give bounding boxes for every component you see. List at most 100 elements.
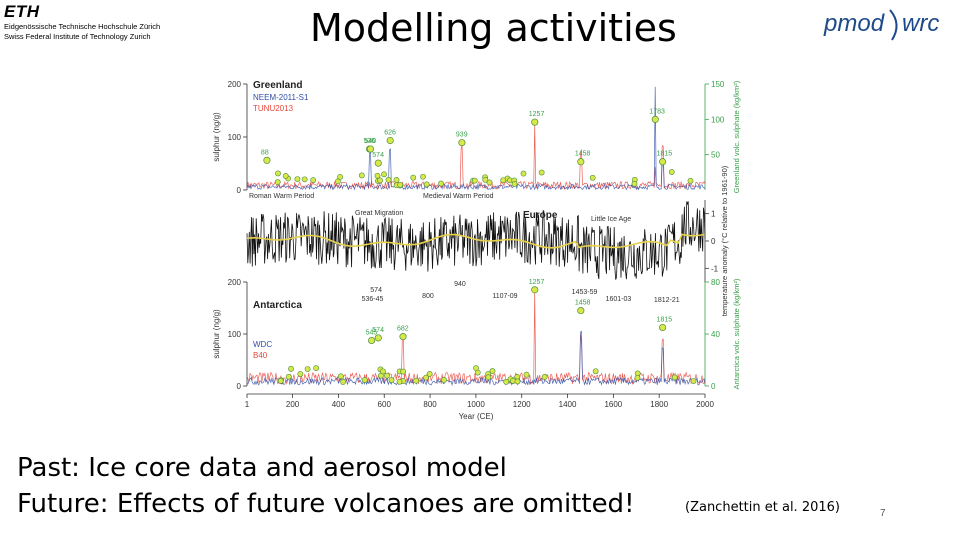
- bot-annotation: 545: [366, 330, 378, 337]
- bot-minor-marker: [285, 373, 292, 380]
- top-event-marker: [386, 136, 394, 145]
- top-minor-marker: [374, 172, 381, 179]
- bot-ytick-label: 200: [228, 278, 242, 287]
- top-annotation: 1458: [575, 151, 591, 158]
- eth-logo: ETH Eidgenössische Technische Hochschule…: [4, 2, 164, 42]
- top-minor-marker: [310, 177, 317, 184]
- europe-temperature-series: [246, 201, 706, 280]
- top-annotation: 540: [364, 138, 376, 145]
- top-annotation: 536: [364, 138, 376, 145]
- bot-ytick-right-label: 80: [711, 278, 720, 287]
- x-tick-label: 600: [378, 400, 392, 409]
- mid-annotation: 1812-21: [654, 297, 680, 304]
- bot-series-b40: [246, 291, 706, 385]
- top-minor-marker: [334, 178, 341, 185]
- bot-minor-marker: [337, 373, 344, 380]
- bot-minor-marker: [671, 374, 678, 381]
- top-minor-marker: [337, 174, 344, 180]
- top-minor-marker: [381, 171, 387, 178]
- top-minor-marker: [589, 174, 596, 181]
- bot-legend-b40: B40: [253, 351, 268, 360]
- logo-swoosh-icon: [889, 9, 898, 41]
- top-legend-neem: NEEM-2011-S1: [253, 93, 309, 102]
- top-annotation: 1815: [657, 151, 673, 158]
- bot-ytick-label: 0: [237, 382, 242, 391]
- x-tick-label: 800: [423, 400, 437, 409]
- mid-period-migration: Great Migration: [355, 210, 403, 217]
- top-period-roman: Roman Warm Period: [249, 193, 314, 200]
- top-ytick-right-label: 50: [711, 151, 720, 160]
- top-minor-marker: [511, 181, 518, 187]
- top-minor-marker: [385, 176, 392, 183]
- top-minor-marker: [282, 172, 289, 179]
- bot-minor-marker: [400, 368, 407, 375]
- bot-minor-marker: [413, 377, 420, 384]
- x-axis-label: Year (CE): [459, 412, 494, 421]
- mid-ytick-right-label: 1: [711, 210, 716, 219]
- top-minor-marker: [631, 180, 638, 187]
- mid-annotation: 536-45: [362, 296, 384, 303]
- mid-annotation: 1453-59: [572, 289, 598, 296]
- top-minor-marker: [668, 169, 675, 175]
- bot-ytick-right-label: 40: [711, 330, 720, 339]
- top-annotation: 1257: [529, 111, 545, 118]
- top-ytick-label: 0: [237, 186, 242, 195]
- top-minor-marker: [687, 177, 694, 184]
- bot-minor-marker: [297, 371, 304, 377]
- top-event-marker: [374, 159, 382, 167]
- x-tick-label: 1200: [513, 400, 531, 409]
- top-legend-tunu: TUNU2013: [253, 104, 294, 113]
- mid-annotation: 1601-03: [606, 296, 632, 303]
- bot-minor-marker: [592, 368, 599, 375]
- bot-ytick-right-label: 0: [711, 382, 716, 391]
- bot-panel-title: Antarctica: [253, 300, 302, 311]
- slide-title: Modelling activities: [310, 6, 677, 50]
- top-minor-marker: [301, 176, 308, 183]
- mid-ytick-right-label: -1: [711, 264, 719, 273]
- x-tick-label: 1: [245, 400, 250, 409]
- bot-annotation: 682: [397, 326, 409, 333]
- eth-logo-line-2: Swiss Federal Institute of Technology Zu…: [4, 32, 151, 41]
- bot-event-marker: [399, 333, 407, 341]
- top-minor-marker: [275, 170, 281, 177]
- bot-event-marker: [659, 323, 667, 332]
- mid-ylabel-right: temperature anomaly (°C relative to 1961…: [720, 165, 729, 316]
- x-tick-label: 2000: [696, 400, 714, 409]
- top-period-medieval: Medieval Warm Period: [423, 193, 494, 200]
- top-ytick-label: 100: [228, 133, 242, 142]
- bot-minor-marker: [485, 374, 492, 381]
- bot-minor-marker: [426, 371, 433, 377]
- body-line-future: Future: Effects of future volcanoes are …: [17, 489, 635, 519]
- top-annotation: 626: [384, 130, 396, 137]
- top-annotation: 574: [372, 152, 384, 159]
- eth-logo-line-1: Eidgenössische Technische Hochschule Zür…: [4, 22, 161, 31]
- top-minor-marker: [393, 177, 400, 183]
- pmod-wrc-logo: pmod wrc: [824, 6, 958, 46]
- x-tick-label: 400: [332, 400, 346, 409]
- top-ylabel: sulphur (ng/g): [212, 112, 221, 162]
- bot-minor-marker: [288, 365, 294, 372]
- top-minor-marker: [397, 181, 404, 188]
- mid-period-lia: Little Ice Age: [591, 216, 631, 223]
- europe-smoothed-series: [246, 233, 706, 249]
- bot-minor-marker: [380, 368, 386, 375]
- top-minor-marker: [274, 179, 281, 185]
- top-minor-marker: [420, 173, 426, 180]
- x-tick-label: 1400: [559, 400, 577, 409]
- bot-event-marker: [374, 334, 382, 342]
- bot-minor-marker: [489, 368, 496, 374]
- bot-minor-marker: [388, 377, 395, 383]
- top-minor-marker: [486, 179, 493, 186]
- top-minor-marker: [471, 177, 478, 184]
- bot-legend-wdc: WDC: [253, 340, 272, 349]
- top-ylabel-right: Greenland volc. sulphate (kg/km²): [732, 80, 741, 193]
- bot-minor-marker: [313, 365, 320, 372]
- bot-minor-marker: [277, 378, 284, 384]
- mid-annotation: 940: [454, 281, 466, 288]
- top-minor-marker: [500, 177, 507, 184]
- top-minor-marker: [423, 181, 430, 188]
- top-event-marker: [577, 158, 585, 166]
- pmod-logo-word: pmod: [824, 10, 885, 37]
- top-minor-marker: [438, 180, 444, 187]
